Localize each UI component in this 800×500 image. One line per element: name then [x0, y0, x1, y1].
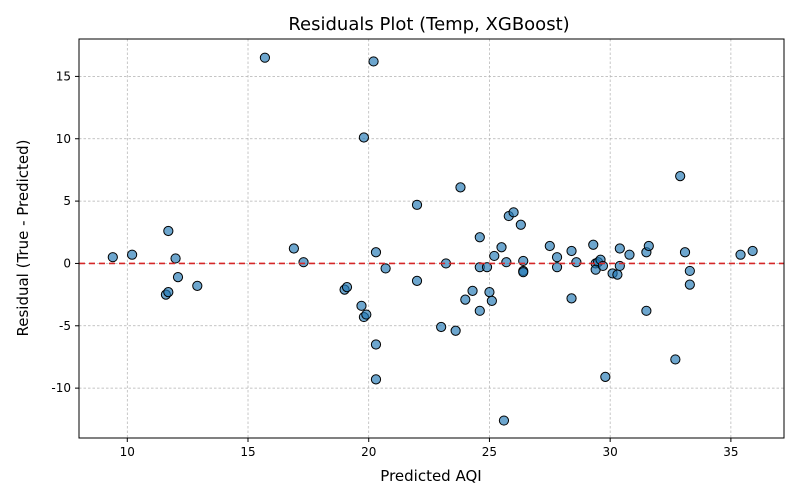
data-point [467, 285, 478, 296]
data-point [380, 263, 391, 274]
data-point [643, 240, 654, 252]
grid-lines [79, 39, 784, 438]
data-point [518, 267, 529, 278]
data-point [474, 232, 485, 243]
data-point [460, 294, 471, 305]
data-point [624, 249, 635, 260]
data-point [192, 280, 203, 291]
data-point [358, 132, 369, 143]
data-point [566, 293, 577, 304]
data-point [679, 247, 691, 258]
data-point [747, 245, 758, 257]
data-point [641, 305, 652, 316]
x-tick-label: 30 [603, 445, 618, 459]
plot-frame [78, 38, 785, 439]
data-point [588, 239, 599, 250]
data-point [436, 321, 447, 333]
x-tick-label: 25 [482, 445, 497, 459]
data-point [298, 257, 309, 268]
data-point [450, 325, 461, 336]
data-point [368, 56, 379, 67]
data-point [566, 245, 577, 257]
y-tick-label: 0 [63, 256, 71, 270]
x-tick-label: 15 [240, 445, 255, 459]
y-axis-label: Residual (True - Predicted) [14, 139, 32, 336]
data-point [684, 279, 695, 290]
data-point [411, 199, 423, 210]
data-point [370, 374, 382, 385]
data-point [571, 257, 582, 268]
data-point [489, 250, 500, 262]
data-point [486, 295, 497, 306]
data-point [411, 275, 423, 286]
data-point [684, 265, 695, 277]
data-point [496, 242, 507, 253]
data-point [163, 225, 174, 237]
data-point [551, 262, 563, 273]
data-point [370, 247, 382, 258]
data-point [498, 415, 510, 426]
y-tick-label: 5 [63, 194, 71, 208]
data-point [474, 305, 485, 316]
data-point [163, 287, 174, 298]
y-tick-label: -10 [51, 381, 71, 395]
data-point [361, 309, 372, 320]
data-point [127, 249, 138, 260]
data-point [508, 207, 519, 218]
data-point [501, 257, 512, 268]
data-point [612, 269, 623, 280]
data-point [551, 252, 563, 263]
data-point [600, 371, 611, 383]
data-point [356, 300, 367, 311]
y-tick-label: 15 [56, 69, 71, 83]
x-axis-label: Predicted AQI [380, 467, 481, 485]
data-point [370, 339, 382, 350]
data-point [288, 243, 299, 254]
data-point [675, 171, 686, 182]
data-point [170, 253, 181, 264]
data-point [172, 272, 184, 283]
y-tick-label: -5 [59, 319, 71, 333]
data-point [484, 287, 495, 298]
x-tick-label: 35 [723, 445, 738, 459]
data-point [544, 240, 555, 252]
data-point [259, 52, 271, 63]
data-point [455, 182, 466, 193]
x-tick-label: 10 [120, 445, 135, 459]
data-point [107, 252, 118, 263]
data-point [515, 219, 526, 230]
data-point [481, 262, 493, 273]
chart-title: Residuals Plot (Temp, XGBoost) [288, 14, 569, 35]
data-point [341, 282, 353, 293]
data-point [670, 354, 681, 365]
plot-area [79, 52, 784, 426]
x-tick-label: 20 [361, 445, 376, 459]
data-point [735, 249, 746, 260]
axis-ticks: 10 15 20 25 30 35 -10 -5 0 5 10 15 [51, 69, 738, 459]
data-point [614, 243, 625, 254]
y-tick-label: 10 [56, 132, 71, 146]
